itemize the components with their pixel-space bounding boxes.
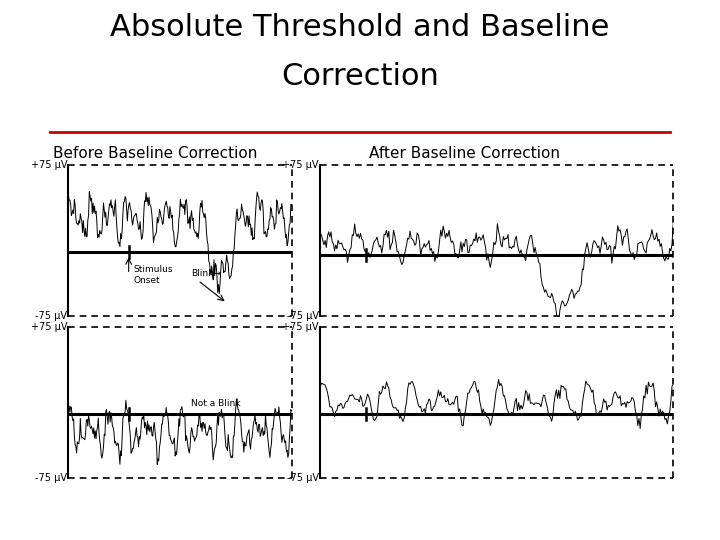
Text: -75 μV: -75 μV bbox=[35, 311, 67, 321]
Text: Not a Blink: Not a Blink bbox=[192, 399, 240, 408]
Text: Stimulus
Onset: Stimulus Onset bbox=[133, 265, 173, 285]
Text: +75 μV: +75 μV bbox=[282, 322, 319, 332]
Text: +75 μV: +75 μV bbox=[282, 160, 319, 170]
Text: Before Baseline Correction: Before Baseline Correction bbox=[53, 146, 257, 161]
Text: Absolute Threshold and Baseline: Absolute Threshold and Baseline bbox=[110, 14, 610, 43]
Text: -75 μV: -75 μV bbox=[287, 473, 319, 483]
Text: -75 μV: -75 μV bbox=[35, 473, 67, 483]
Text: +75 μV: +75 μV bbox=[31, 322, 67, 332]
Text: After Baseline Correction: After Baseline Correction bbox=[369, 146, 560, 161]
Text: -75 μV: -75 μV bbox=[287, 311, 319, 321]
Text: Blink→: Blink→ bbox=[192, 269, 221, 278]
Text: Correction: Correction bbox=[281, 62, 439, 91]
Text: +75 μV: +75 μV bbox=[31, 160, 67, 170]
